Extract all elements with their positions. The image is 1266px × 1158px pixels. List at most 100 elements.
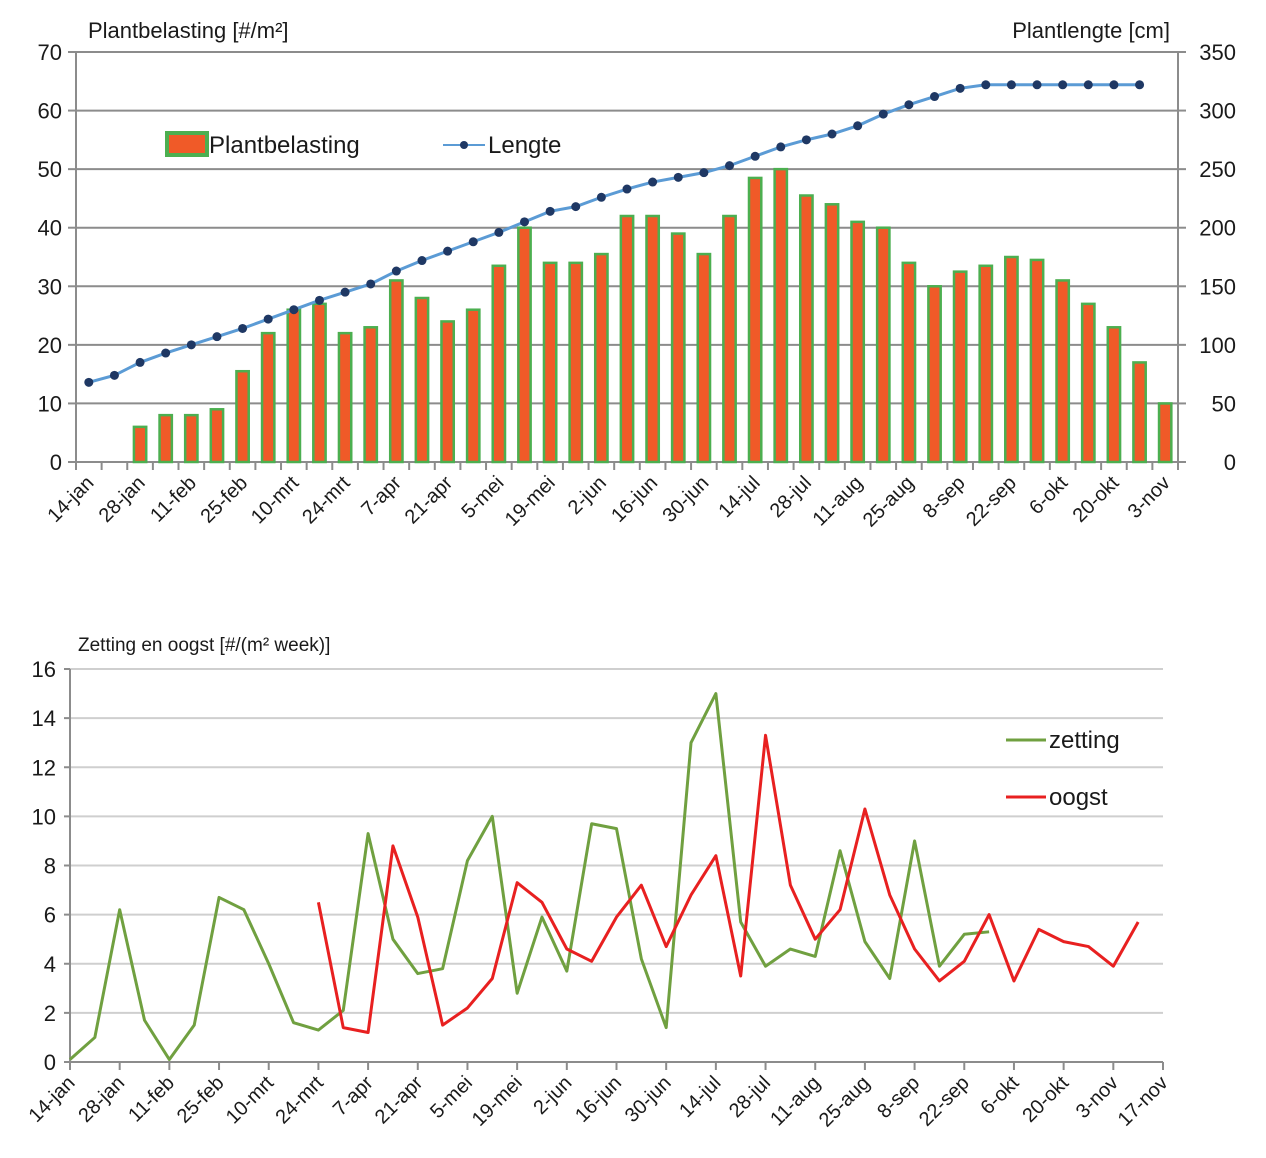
y-tick-label: 14 (32, 706, 56, 731)
x-tick-label: 22-sep (915, 1072, 974, 1131)
lengte-point (1135, 80, 1145, 90)
y-left-tick-label: 20 (38, 333, 62, 358)
lengte-point (981, 80, 991, 90)
x-tick-label: 19-mei (468, 1072, 527, 1131)
y-right-tick-label: 200 (1199, 216, 1236, 241)
chart2-legend: zetting oogst (1006, 727, 1120, 811)
chart1-bars (132, 167, 1173, 464)
bar (747, 176, 763, 464)
legend-label-plantbelasting: Plantbelasting (209, 132, 360, 159)
lengte-point (571, 202, 581, 212)
x-tick-label: 11-aug (766, 1072, 825, 1131)
bar (363, 326, 379, 464)
chart2-series-lines (69, 692, 1140, 1062)
lengte-point (750, 151, 760, 161)
bar (875, 226, 891, 464)
lengte-point (161, 348, 171, 358)
lengte-point (622, 184, 632, 194)
chart2-gridlines (70, 668, 1163, 1014)
lengte-point (673, 172, 683, 182)
bar (1055, 279, 1071, 464)
chart1-legend: Plantbelasting Lengte (165, 131, 561, 159)
bar (1157, 402, 1173, 464)
x-tick-label: 28-jan (74, 1072, 129, 1127)
bar (542, 261, 558, 464)
lengte-point (314, 295, 324, 305)
bar (850, 220, 866, 464)
lengte-point (955, 83, 965, 93)
bar (183, 413, 199, 464)
lengte-point (289, 305, 299, 315)
lengte-point (1058, 80, 1068, 90)
chart1-title-right: Plantlengte [cm] (1012, 18, 1170, 43)
chart1-title-left: Plantbelasting [#/m²] (88, 18, 289, 43)
legend-label-oogst: oogst (1049, 784, 1108, 811)
y-tick-label: 12 (32, 755, 56, 780)
chart2-axes (64, 668, 1164, 1070)
bar (722, 214, 737, 464)
y-right-tick-label: 300 (1199, 99, 1236, 124)
bar (414, 296, 430, 464)
bar (670, 232, 686, 464)
lengte-point (776, 142, 786, 152)
x-tick-label: 25-aug (815, 1072, 875, 1132)
plantbelasting-chart: Plantbelasting [#/m²] Plantlengte [cm] 0… (38, 18, 1236, 532)
y-tick-label: 8 (44, 854, 56, 879)
chart2-title: Zetting en oogst [#/(m² week)] (78, 635, 330, 656)
lengte-point (801, 135, 811, 145)
bar (388, 279, 404, 464)
y-tick-label: 0 (44, 1050, 56, 1075)
legend-swatch-plantbelasting (165, 131, 209, 157)
lengte-point (1083, 80, 1093, 90)
bar (235, 369, 250, 464)
y-left-tick-label: 30 (38, 274, 62, 299)
lengte-point (699, 168, 709, 178)
y-right-tick-label: 150 (1199, 274, 1236, 299)
bar (619, 214, 635, 464)
lengte-point (648, 177, 658, 187)
bar (645, 214, 661, 464)
y-left-tick-label: 50 (38, 157, 62, 182)
lengte-point (135, 357, 145, 367)
lengte-point (1032, 80, 1042, 90)
y-right-tick-label: 100 (1199, 333, 1236, 358)
lengte-point (340, 287, 350, 297)
y-left-tick-label: 0 (50, 450, 62, 475)
y-left-tick-label: 60 (38, 99, 62, 124)
y-tick-label: 2 (44, 1001, 56, 1026)
lengte-point (596, 192, 606, 202)
bar (158, 413, 174, 464)
lengte-point (904, 100, 914, 110)
y-tick-label: 6 (44, 903, 56, 928)
bar (517, 226, 532, 464)
lengte-point (1109, 80, 1119, 90)
lengte-point (930, 92, 940, 102)
bar (132, 425, 148, 464)
y-tick-label: 4 (44, 952, 56, 977)
lengte-point (84, 377, 94, 387)
bar (465, 308, 481, 464)
legend-label-zetting: zetting (1049, 727, 1120, 754)
y-right-tick-label: 350 (1199, 40, 1236, 65)
bar (1004, 255, 1019, 464)
bar (927, 285, 942, 464)
bar (260, 331, 276, 464)
lengte-point (366, 279, 376, 289)
x-tick-label: 14-jan (25, 1072, 80, 1127)
bar (337, 331, 353, 464)
bar (1132, 361, 1147, 464)
lengte-point (827, 129, 837, 139)
x-tick-label: 14-jul (675, 1072, 725, 1122)
x-tick-label: 25-feb (173, 1072, 229, 1128)
x-tick-label: 21-apr (371, 1072, 428, 1129)
lengte-point (725, 161, 735, 171)
lengte-point (443, 246, 453, 256)
y-right-tick-label: 250 (1199, 157, 1236, 182)
bar (1029, 258, 1045, 464)
legend-marker-lengte (460, 141, 468, 149)
lengte-point (1006, 80, 1016, 90)
y-left-tick-label: 40 (38, 216, 62, 241)
lengte-point (109, 370, 119, 380)
bar (798, 194, 814, 464)
